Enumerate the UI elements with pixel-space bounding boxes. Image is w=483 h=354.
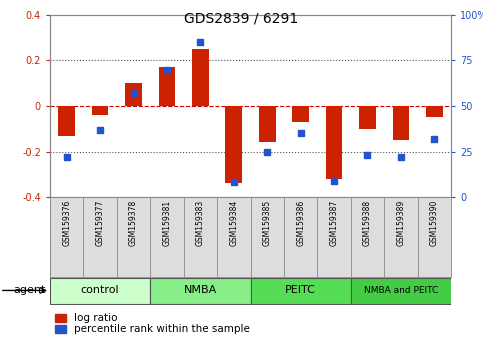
Point xyxy=(430,136,438,142)
Bar xyxy=(259,106,276,142)
Text: GSM159377: GSM159377 xyxy=(96,199,105,246)
Text: GSM159389: GSM159389 xyxy=(397,199,405,246)
Text: GSM159384: GSM159384 xyxy=(229,199,238,246)
Bar xyxy=(226,106,242,183)
Text: NMBA and PEITC: NMBA and PEITC xyxy=(364,286,438,295)
Bar xyxy=(158,67,175,106)
Point xyxy=(96,127,104,132)
Bar xyxy=(426,106,442,118)
Text: agent: agent xyxy=(14,285,46,296)
Point xyxy=(197,39,204,45)
Point xyxy=(263,149,271,154)
FancyBboxPatch shape xyxy=(251,278,351,304)
Point xyxy=(63,154,71,160)
Text: GSM159386: GSM159386 xyxy=(296,199,305,246)
Text: GSM159388: GSM159388 xyxy=(363,199,372,246)
Text: control: control xyxy=(81,285,119,296)
FancyBboxPatch shape xyxy=(351,278,451,304)
Text: GDS2839 / 6291: GDS2839 / 6291 xyxy=(185,12,298,26)
FancyBboxPatch shape xyxy=(50,278,150,304)
Text: PEITC: PEITC xyxy=(285,285,316,296)
Bar xyxy=(292,106,309,122)
Point xyxy=(163,67,171,73)
Text: NMBA: NMBA xyxy=(184,285,217,296)
Point xyxy=(364,152,371,158)
Text: GSM159383: GSM159383 xyxy=(196,199,205,246)
Text: GSM159376: GSM159376 xyxy=(62,199,71,246)
Text: GSM159381: GSM159381 xyxy=(162,199,171,246)
Point xyxy=(330,178,338,183)
Bar xyxy=(92,106,109,115)
Point xyxy=(297,131,304,136)
Legend: log ratio, percentile rank within the sample: log ratio, percentile rank within the sa… xyxy=(55,313,250,334)
FancyBboxPatch shape xyxy=(150,278,251,304)
Bar xyxy=(192,49,209,106)
Bar xyxy=(393,106,409,140)
Text: GSM159387: GSM159387 xyxy=(329,199,339,246)
Point xyxy=(230,179,238,185)
Bar xyxy=(359,106,376,129)
Bar xyxy=(125,83,142,106)
Point xyxy=(397,154,405,160)
Text: GSM159378: GSM159378 xyxy=(129,199,138,246)
Text: GSM159390: GSM159390 xyxy=(430,199,439,246)
Bar xyxy=(326,106,342,179)
Text: GSM159385: GSM159385 xyxy=(263,199,272,246)
Bar xyxy=(58,106,75,136)
Point xyxy=(129,90,137,96)
